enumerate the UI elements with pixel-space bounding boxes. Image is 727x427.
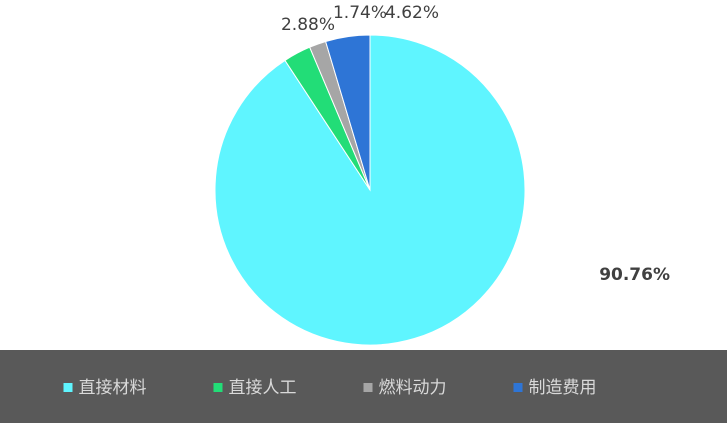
legend-marker [513, 383, 523, 392]
legend-label: 燃料动力 [379, 378, 447, 398]
value-label: 1.74% [333, 3, 387, 23]
value-label: 4.62% [385, 3, 439, 23]
pie-slice [325, 34, 371, 191]
legend-label: 直接材料 [79, 378, 147, 398]
value-label: 2.88% [281, 15, 335, 35]
value-label: 90.76% [599, 265, 670, 285]
pie-slice [214, 34, 526, 346]
legend-marker [63, 383, 73, 392]
legend-label: 制造费用 [529, 378, 597, 398]
legend-marker [363, 383, 373, 392]
legend-marker [213, 383, 223, 392]
legend-label: 直接人工 [229, 378, 297, 398]
